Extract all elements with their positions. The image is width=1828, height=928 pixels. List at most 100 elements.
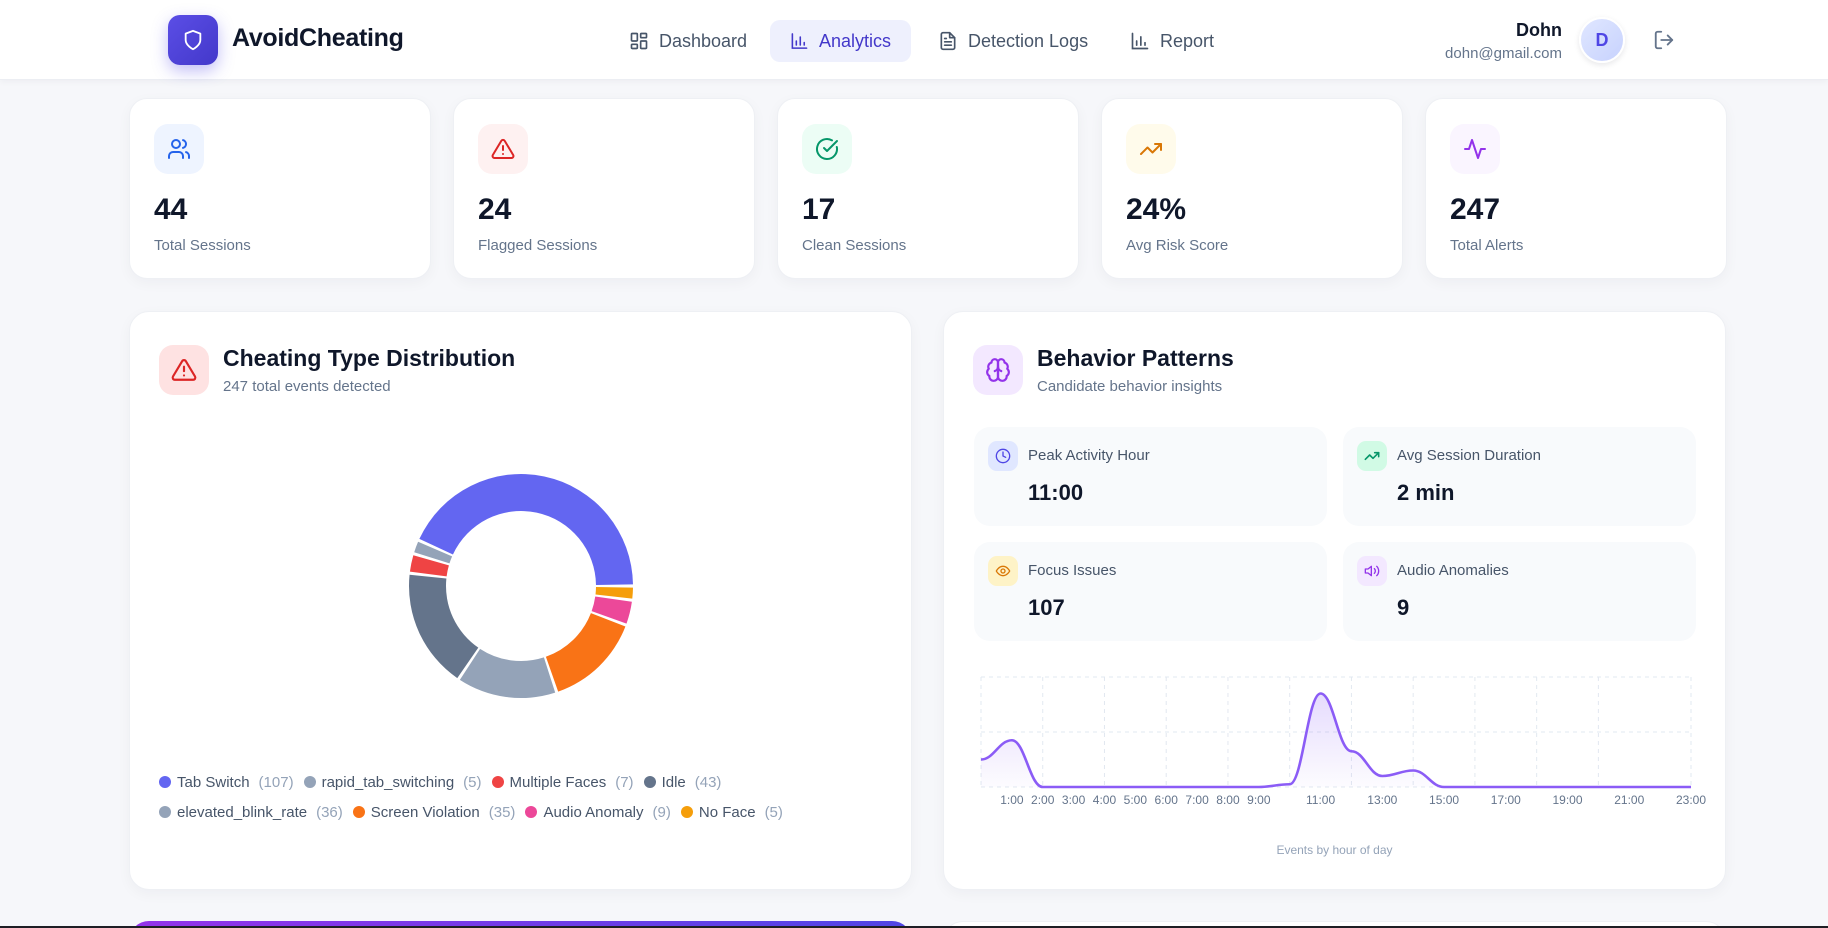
avatar[interactable]: D — [1579, 17, 1625, 63]
brand-name: AvoidCheating — [232, 24, 404, 52]
alert-triangle-icon — [171, 359, 197, 381]
trending-up-icon — [1140, 143, 1162, 155]
user-name: Dohn — [1516, 20, 1562, 40]
legend-count: (5) — [463, 773, 482, 791]
x-tick-label: 19:00 — [1553, 793, 1583, 807]
stat-label: Total Sessions — [154, 237, 251, 254]
stat-card-clean-sessions: 17 Clean Sessions — [777, 98, 1079, 279]
hourly-events-chart: 1:00 2:00 3:00 4:00 5:00 6:00 7:00 8:00 9:00 11:0… — [980, 676, 1706, 807]
avatar-initial: D — [1595, 29, 1609, 50]
donut-slice-elevated-blink-rate[interactable] — [459, 648, 556, 698]
area-fill — [981, 693, 1691, 787]
legend-item[interactable]: elevated_blink_rate (36) — [159, 804, 343, 821]
legend-label: Tab Switch — [177, 773, 250, 791]
legend-count: (36) — [316, 803, 343, 821]
legend-label: rapid_tab_switching — [321, 773, 455, 791]
stat-label: Flagged Sessions — [478, 237, 598, 254]
nav-dashboard-label: Dashboard — [659, 30, 748, 51]
insight-value: 11:00 — [1028, 480, 1084, 505]
legend-label: Audio Anomaly — [543, 803, 644, 821]
donut-slice-idle[interactable] — [409, 574, 479, 679]
nav-report-label: Report — [1160, 30, 1215, 51]
insight-label: Audio Anomalies — [1397, 562, 1509, 579]
nav-dashboard[interactable]: Dashboard — [609, 20, 767, 62]
stat-icon-box — [478, 124, 528, 174]
legend-dot-icon — [352, 806, 365, 818]
stat-label: Clean Sessions — [802, 237, 907, 254]
insight-icon-box — [988, 556, 1018, 586]
nav-analytics-label: Analytics — [818, 30, 891, 51]
log-out-icon — [1654, 30, 1674, 50]
panel-subtitle: 247 total events detected — [223, 378, 391, 395]
legend-dot-icon — [643, 776, 656, 788]
stat-value: 24 — [478, 193, 512, 226]
donut-slice-tab-switch[interactable] — [419, 474, 633, 585]
eye-icon — [995, 565, 1011, 577]
x-tick-label: 2:00 — [1031, 793, 1055, 807]
legend-item[interactable]: Screen Violation (35) — [352, 804, 515, 821]
stat-value: 247 — [1450, 193, 1501, 226]
shield-icon — [184, 29, 202, 51]
legend-dot-icon — [525, 806, 538, 818]
stat-card-flagged-sessions: 24 Flagged Sessions — [453, 98, 755, 279]
legend-row: elevated_blink_rate (36) Screen Violation (… — [159, 797, 879, 827]
legend-dot-icon — [159, 806, 171, 818]
stat-card-total-sessions: 44 Total Sessions — [129, 98, 431, 279]
legend-item[interactable]: Multiple Faces (7) — [491, 773, 634, 791]
behavior-patterns-panel: Behavior Patterns Candidate behavior ins… — [943, 311, 1726, 890]
panel-title: Cheating Type Distribution — [223, 345, 516, 371]
insight-icon-box — [1357, 441, 1387, 471]
legend-dot-icon — [680, 806, 693, 818]
legend-label: Multiple Faces — [509, 773, 607, 791]
legend-item[interactable]: Tab Switch (107) — [159, 774, 294, 791]
legend-count: (5) — [764, 803, 783, 821]
x-tick-label: 5:00 — [1124, 793, 1148, 807]
stat-icon-box — [802, 124, 852, 174]
logo[interactable] — [168, 15, 218, 65]
donut-slice-rapid-tab-switching[interactable] — [414, 541, 453, 564]
legend-dot-icon — [491, 776, 504, 788]
x-tick-label: 8:00 — [1216, 793, 1240, 807]
insight-label: Focus Issues — [1028, 562, 1117, 579]
legend-item[interactable]: rapid_tab_switching (5) — [303, 773, 482, 791]
nav-detection-logs-label: Detection Logs — [968, 30, 1089, 51]
donut-slice-multiple-faces[interactable] — [409, 555, 449, 577]
nav-detection-logs[interactable]: Detection Logs — [918, 20, 1108, 62]
stat-icon-box — [1126, 124, 1176, 174]
top-navbar: AvoidCheating Dashboard Analytics Detect… — [0, 0, 1828, 80]
x-tick-label: 13:00 — [1367, 793, 1397, 807]
stat-value: 17 — [802, 193, 836, 226]
logout-button[interactable] — [1653, 29, 1675, 51]
insight-value: 2 min — [1397, 480, 1455, 505]
stat-label: Total Alerts — [1450, 237, 1524, 254]
donut-slice-no-face[interactable] — [595, 587, 633, 599]
insight-value: 9 — [1397, 595, 1410, 620]
legend-label: Idle — [661, 773, 686, 791]
x-tick-label: 6:00 — [1155, 793, 1179, 807]
insight-audio-anomalies: Audio Anomalies 9 — [1343, 542, 1696, 641]
bar-chart-icon — [791, 33, 808, 49]
stat-value: 24% — [1126, 193, 1187, 226]
x-tick-label: 23:00 — [1676, 793, 1706, 807]
stat-card-avg-risk-score: 24% Avg Risk Score — [1101, 98, 1403, 279]
donut-slice-screen-violation[interactable] — [545, 613, 626, 692]
legend-item[interactable]: No Face (5) — [680, 803, 783, 821]
x-tick-label: 11:00 — [1306, 793, 1335, 807]
legend-count: (7) — [615, 773, 634, 791]
bar-chart-icon — [1131, 32, 1149, 50]
activity-icon — [1464, 139, 1486, 159]
stat-icon-box — [1450, 124, 1500, 174]
stat-label: Avg Risk Score — [1126, 237, 1229, 254]
insight-value: 107 — [1028, 595, 1065, 620]
legend-item[interactable]: Idle (43) — [643, 773, 721, 791]
insight-avg-session-duration: Avg Session Duration 2 min — [1343, 427, 1696, 526]
stat-icon-box — [154, 124, 204, 174]
insight-label: Avg Session Duration — [1397, 447, 1541, 464]
nav-analytics[interactable]: Analytics — [770, 20, 911, 62]
stat-card-total-alerts: 247 Total Alerts — [1425, 98, 1727, 279]
nav-report[interactable]: Report — [1110, 20, 1234, 62]
x-tick-label: 3:00 — [1062, 793, 1086, 807]
insight-label: Peak Activity Hour — [1028, 447, 1150, 464]
donut-slice-audio-anomaly[interactable] — [591, 596, 632, 624]
legend-item[interactable]: Audio Anomaly (9) — [525, 803, 671, 821]
